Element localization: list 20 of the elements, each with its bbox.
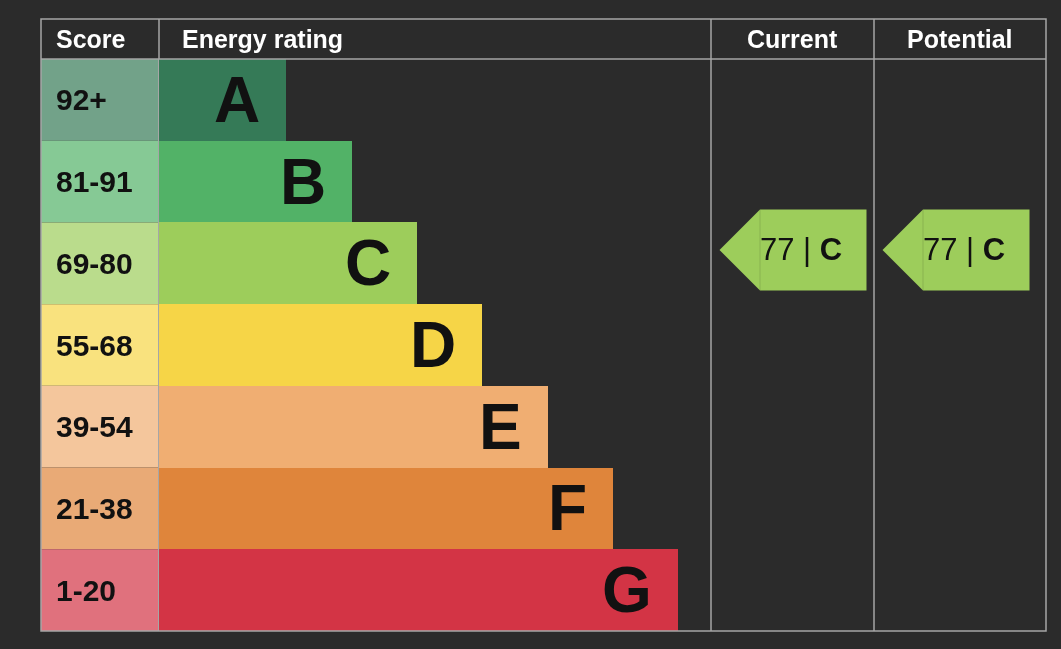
annotation: F (548, 472, 588, 544)
annotation: G (602, 554, 652, 626)
y-tick-label: 39-54 (56, 410, 134, 444)
y-tick-label: 1-20 (56, 573, 117, 607)
y-tick-label: 69-80 (56, 246, 133, 280)
y-tick-label: 55-68 (56, 328, 133, 362)
text: 77 | C (923, 232, 1006, 267)
text: Potential (907, 25, 1013, 53)
annotation: A (214, 64, 261, 136)
y-axis-title: Score (56, 25, 126, 53)
y-tick-label: 81-91 (56, 165, 133, 199)
y-tick-label: 92+ (56, 83, 107, 117)
x-axis-title: Energy rating (182, 25, 344, 53)
text: 77 | C (760, 232, 843, 267)
annotation: E (479, 391, 522, 463)
annotation: B (280, 146, 327, 218)
annotation: C (345, 227, 392, 299)
annotation: D (410, 309, 457, 381)
y-tick-label: 21-38 (56, 491, 133, 525)
text: Current (747, 25, 838, 53)
